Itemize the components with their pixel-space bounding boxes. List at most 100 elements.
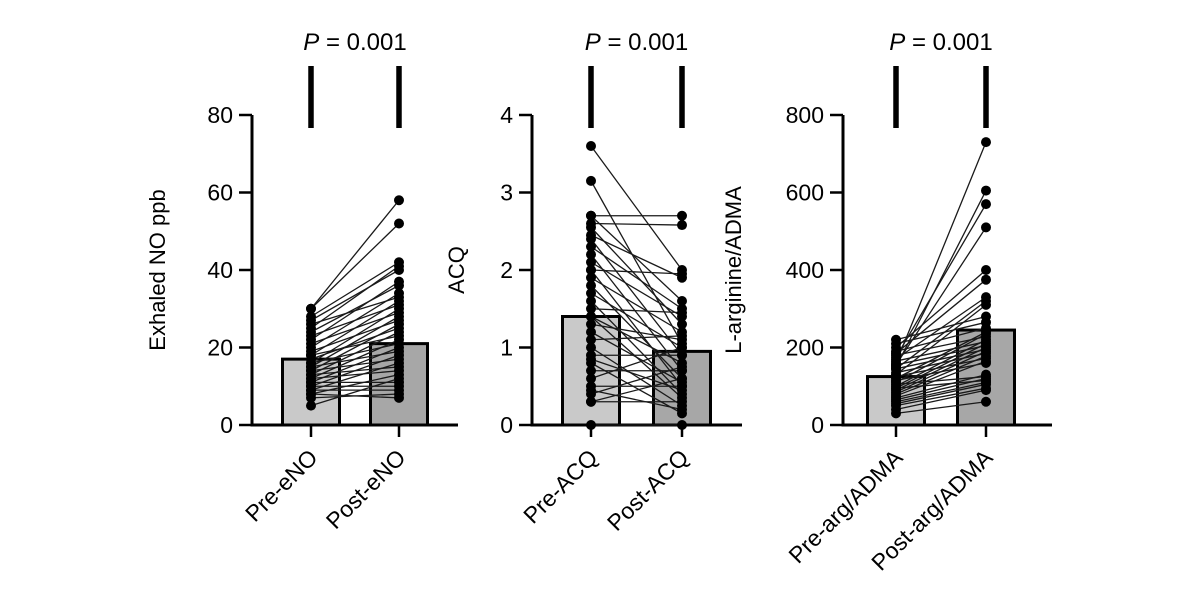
y-axis-title: Exhaled NO ppb	[145, 189, 170, 350]
y-tick-label: 400	[786, 257, 824, 283]
pair-line	[590, 377, 683, 403]
data-point-pre	[306, 330, 316, 341]
p-value-label: P = 0.001	[585, 29, 688, 56]
pair-line	[895, 141, 987, 364]
data-point-pre	[586, 334, 596, 345]
data-point-pre	[586, 210, 596, 221]
data-point-pre	[891, 338, 901, 349]
pair-line	[590, 366, 683, 395]
data-point-post	[394, 195, 404, 206]
pair-line	[590, 331, 683, 383]
data-point-post	[981, 274, 991, 285]
pair-line	[590, 246, 683, 310]
pair-line	[310, 265, 400, 329]
y-tick-label: 20	[207, 335, 233, 361]
data-point-pre	[586, 272, 596, 283]
x-category-label: Post-eNO	[321, 444, 411, 534]
pair-line	[590, 145, 683, 271]
pair-line	[895, 379, 987, 389]
data-point-post	[677, 396, 687, 407]
pair-line	[895, 341, 987, 362]
data-point-pre	[306, 338, 316, 349]
data-point-pre	[586, 327, 596, 337]
data-point-pre	[306, 400, 316, 411]
pair-line	[590, 269, 683, 387]
pair-line	[310, 312, 400, 345]
x-category-label: Pre-ACQ	[518, 444, 602, 528]
y-tick-label: 0	[220, 412, 233, 438]
pair-line	[590, 292, 683, 349]
data-point-post	[981, 137, 991, 148]
data-point-pre	[586, 141, 596, 151]
data-point-pre	[586, 280, 596, 291]
y-axis-title: ACQ	[444, 246, 469, 294]
pair-line	[590, 389, 683, 411]
pair-line	[895, 333, 987, 383]
pair-line	[590, 358, 683, 391]
pair-line	[895, 375, 987, 385]
data-point-post	[677, 373, 687, 384]
data-point-pre	[586, 420, 596, 430]
pair-line	[895, 190, 987, 368]
pair-line	[895, 389, 987, 411]
data-point-pre	[586, 288, 596, 299]
y-tick-label: 600	[786, 180, 824, 206]
pair-line	[895, 352, 987, 374]
y-tick-label: 4	[500, 102, 513, 128]
data-point-pre	[306, 350, 316, 361]
pair-line	[310, 269, 400, 321]
pair-line	[310, 261, 400, 318]
pair-line	[310, 327, 400, 360]
data-point-post	[677, 220, 687, 231]
pair-line	[895, 360, 987, 397]
pair-line	[895, 383, 987, 405]
pair-line	[310, 335, 400, 356]
panel-acq: 0 1 2 3 4 Pre-ACQ Post-ACQ ACQ P = 0.001	[444, 29, 742, 536]
data-point-pre	[586, 365, 596, 376]
data-point-post	[677, 420, 687, 430]
data-point-post	[394, 218, 404, 229]
p-value-label: P = 0.001	[889, 29, 992, 56]
y-tick-label: 1	[500, 335, 513, 361]
y-tick-label: 800	[786, 102, 824, 128]
pair-line	[895, 401, 987, 415]
y-tick-label: 200	[786, 335, 824, 361]
y-tick-label: 60	[207, 180, 233, 206]
data-point-post	[394, 265, 404, 275]
x-category-label: Post-ACQ	[602, 444, 694, 536]
data-point-post	[677, 350, 687, 361]
data-point-pre	[586, 234, 596, 244]
y-axis-title: L-arginine/ADMA	[721, 186, 746, 354]
pair-line	[310, 223, 400, 310]
data-point-pre	[586, 241, 596, 252]
pair-line	[895, 344, 987, 366]
data-point-post	[981, 199, 991, 210]
data-point-pre	[586, 373, 596, 384]
data-point-pre	[586, 358, 596, 368]
data-point-post	[981, 385, 991, 396]
y-tick-label: 2	[500, 257, 513, 283]
data-point-post	[677, 404, 687, 415]
data-point-post	[677, 307, 687, 318]
pair-line	[590, 300, 683, 395]
pair-line	[895, 357, 987, 378]
data-point-pre	[586, 249, 596, 260]
pair-line	[895, 227, 987, 366]
y-tick-label: 40	[207, 257, 233, 283]
pair-line	[310, 366, 400, 376]
data-point-post	[677, 296, 687, 306]
data-point-pre	[586, 389, 596, 399]
data-point-pre	[306, 319, 316, 330]
pair-line	[895, 387, 987, 407]
data-point-pre	[586, 396, 596, 407]
pair-line	[590, 215, 683, 302]
pair-line	[590, 346, 683, 380]
pair-line	[895, 343, 987, 389]
pair-line	[895, 355, 987, 395]
pair-line	[895, 321, 987, 345]
data-point-post	[981, 299, 991, 310]
data-point-post	[981, 222, 991, 233]
data-point-post	[677, 381, 687, 392]
